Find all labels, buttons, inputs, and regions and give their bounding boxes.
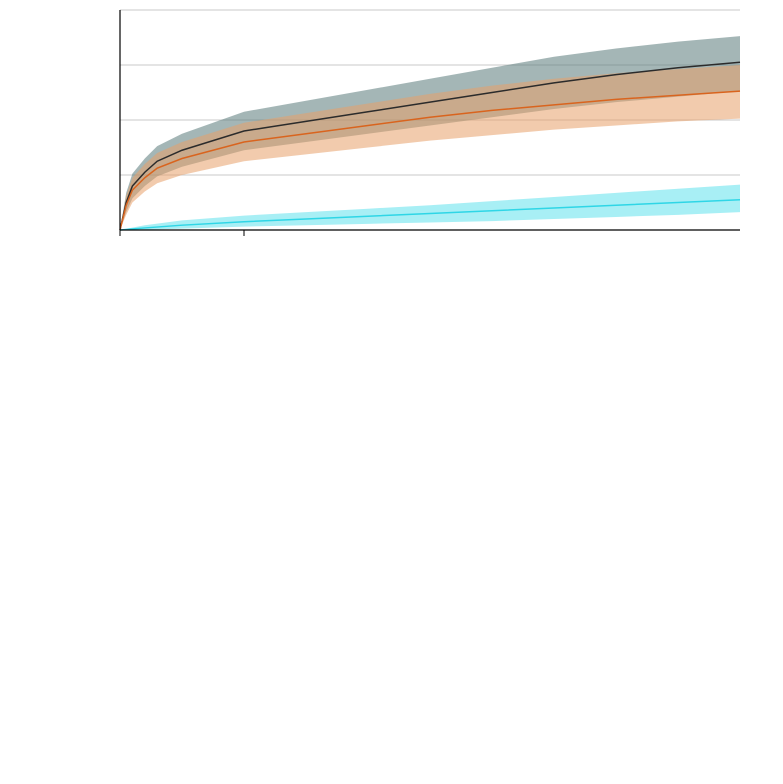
figure-svg [0, 0, 783, 784]
